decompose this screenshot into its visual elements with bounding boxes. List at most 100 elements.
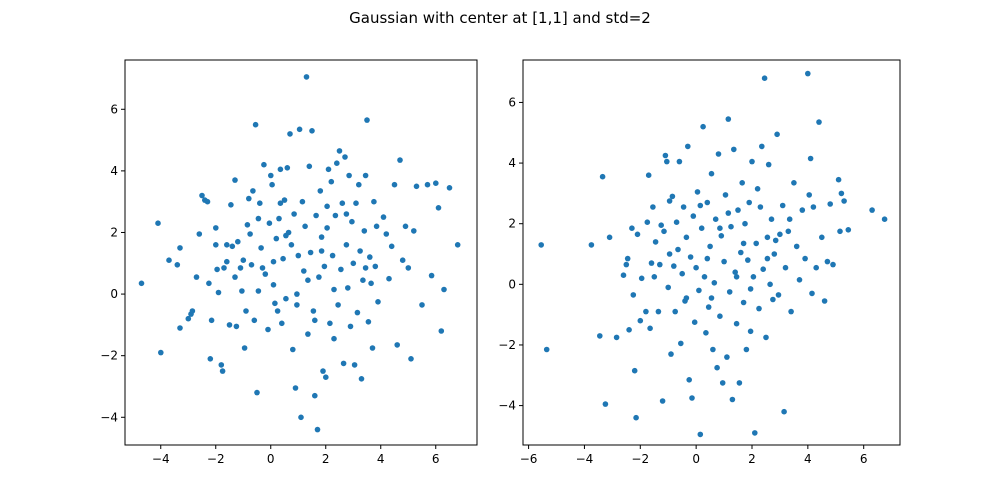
data-point [254, 389, 260, 396]
data-point [739, 180, 745, 186]
data-point [691, 319, 698, 326]
y-tick-label: 2 [508, 217, 516, 231]
data-point [424, 181, 431, 188]
data-point [768, 216, 775, 222]
data-point [261, 161, 267, 168]
data-point [819, 234, 825, 241]
data-point [298, 414, 304, 421]
data-point [335, 302, 341, 308]
data-point [647, 325, 653, 332]
data-point [270, 282, 277, 288]
x-tick-label: −6 [520, 452, 538, 466]
data-point [207, 356, 214, 362]
data-point [373, 223, 380, 230]
data-point [339, 200, 346, 206]
data-point [295, 252, 302, 259]
data-point [358, 376, 365, 382]
data-point [224, 258, 230, 265]
data-point [661, 228, 667, 235]
data-point [683, 234, 690, 241]
data-point [623, 261, 630, 268]
data-point [435, 205, 442, 211]
data-point [290, 346, 296, 353]
data-point [827, 201, 833, 207]
data-point [666, 251, 673, 257]
data-point [305, 331, 311, 337]
data-points [138, 74, 461, 433]
data-point [313, 212, 319, 219]
data-point [662, 152, 669, 159]
data-point [428, 272, 435, 279]
data-point [433, 180, 439, 186]
data-point [782, 264, 789, 271]
data-point [213, 242, 219, 248]
data-point [665, 284, 671, 291]
data-point [638, 275, 645, 282]
data-point [696, 287, 702, 294]
data-point [368, 280, 374, 287]
data-point [361, 228, 368, 234]
data-point [821, 298, 828, 304]
data-point [597, 333, 603, 339]
data-point [324, 203, 330, 210]
data-point [672, 308, 678, 315]
data-point [204, 198, 211, 205]
data-point [687, 254, 694, 260]
data-point [408, 356, 414, 362]
data-point [764, 234, 771, 241]
data-point [774, 131, 780, 138]
data-point [310, 308, 317, 314]
data-point [659, 398, 666, 404]
data-point [733, 320, 740, 327]
data-point [710, 346, 716, 353]
data-point [386, 275, 392, 282]
x-tick-label: 4 [377, 452, 385, 466]
data-point [754, 186, 761, 192]
data-point [791, 180, 797, 186]
data-point [331, 286, 337, 293]
data-point [648, 260, 655, 266]
data-point [334, 160, 340, 166]
data-point [697, 202, 704, 209]
x-tick-label: 6 [432, 452, 440, 466]
scatter-plot-left: −4 −2 0 2 4 6 −4 −2 0 2 4 6 [100, 59, 478, 466]
data-point [336, 148, 343, 154]
data-point [824, 258, 831, 265]
data-point [329, 252, 336, 259]
data-point [746, 199, 752, 206]
data-point [698, 225, 705, 231]
data-point [606, 234, 613, 241]
data-point [703, 330, 709, 336]
data-point [613, 334, 620, 341]
data-point [835, 176, 842, 183]
y-tick-label: 0 [508, 277, 516, 291]
data-point [770, 296, 776, 303]
data-point [317, 188, 324, 194]
data-point [724, 354, 730, 360]
data-point [237, 265, 244, 271]
x-tick-label: 0 [692, 452, 700, 466]
data-point [331, 335, 337, 342]
data-point [257, 200, 263, 206]
data-point [745, 257, 751, 263]
x-tick-label: 2 [748, 452, 756, 466]
data-point [712, 216, 719, 222]
data-point [362, 172, 369, 179]
data-point [686, 377, 692, 383]
data-point [258, 245, 264, 251]
data-point [771, 251, 778, 257]
data-point [268, 172, 274, 179]
data-point [240, 257, 247, 264]
y-tick-label: −4 [498, 399, 516, 413]
data-point [685, 143, 691, 150]
data-point [233, 323, 240, 330]
x-tick-label: 4 [804, 452, 812, 466]
data-point [630, 292, 637, 298]
y-tick-label: 6 [110, 102, 118, 116]
data-point [299, 198, 306, 205]
data-point [772, 237, 779, 244]
data-point [707, 243, 713, 250]
data-point [807, 155, 814, 162]
data-point [218, 362, 225, 368]
data-point [340, 360, 347, 367]
